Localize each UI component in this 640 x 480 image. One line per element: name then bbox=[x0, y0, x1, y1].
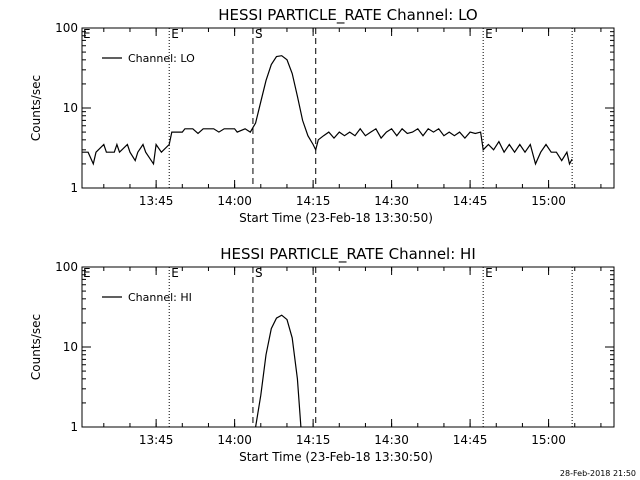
chart1-y-axis-label: Counts/sec bbox=[29, 75, 43, 141]
chart1-x-tick-label: 14:45 bbox=[453, 194, 488, 208]
chart1-x-tick-label: 14:15 bbox=[296, 194, 331, 208]
chart1-vline-label: S bbox=[255, 27, 263, 41]
chart2-x-tick-label: 15:00 bbox=[531, 433, 566, 447]
chart2-vline-label: S bbox=[255, 266, 263, 280]
chart2-x-tick-label: 14:30 bbox=[374, 433, 409, 447]
chart2-y-tick-label: 100 bbox=[55, 260, 78, 274]
chart1-y-tick-label: 10 bbox=[63, 101, 78, 115]
chart2-legend-label: Channel: HI bbox=[128, 291, 192, 304]
chart2-title: HESSI PARTICLE_RATE Channel: HI bbox=[220, 245, 476, 264]
chart2-y-axis-label: Counts/sec bbox=[29, 314, 43, 380]
chart2-x-tick-label: 14:15 bbox=[296, 433, 331, 447]
chart2-x-axis-label: Start Time (23-Feb-18 13:30:50) bbox=[239, 450, 433, 464]
chart1-x-tick-label: 13:45 bbox=[139, 194, 174, 208]
chart1-y-tick-label: 100 bbox=[55, 21, 78, 35]
chart1-x-axis-label: Start Time (23-Feb-18 13:30:50) bbox=[239, 211, 433, 225]
chart2-series-line bbox=[255, 314, 302, 428]
chart1-legend-label: Channel: LO bbox=[128, 52, 195, 65]
chart1-title: HESSI PARTICLE_RATE Channel: LO bbox=[218, 6, 477, 25]
chart2-x-tick-label: 14:00 bbox=[217, 433, 252, 447]
chart2-x-tick-label: 13:45 bbox=[139, 433, 174, 447]
chart2-vline-label: E bbox=[171, 266, 179, 280]
chart1-vline-label: E bbox=[485, 27, 493, 41]
chart2-edge-marker-label: E bbox=[83, 266, 91, 280]
footer-timestamp: 28-Feb-2018 21:50 bbox=[560, 469, 636, 478]
chart1-vline-label: E bbox=[171, 27, 179, 41]
chart2-vline-label: E bbox=[485, 266, 493, 280]
chart2-y-tick-label: 10 bbox=[63, 340, 78, 354]
chart1-x-tick-label: 14:00 bbox=[217, 194, 252, 208]
chart1-x-tick-label: 15:00 bbox=[531, 194, 566, 208]
chart1-edge-marker-label: E bbox=[83, 27, 91, 41]
chart2-x-tick-label: 14:45 bbox=[453, 433, 488, 447]
chart1-y-tick-label: 1 bbox=[70, 181, 78, 195]
chart1-series-line bbox=[82, 55, 573, 166]
chart1-x-tick-label: 14:30 bbox=[374, 194, 409, 208]
chart2-y-tick-label: 1 bbox=[70, 420, 78, 434]
